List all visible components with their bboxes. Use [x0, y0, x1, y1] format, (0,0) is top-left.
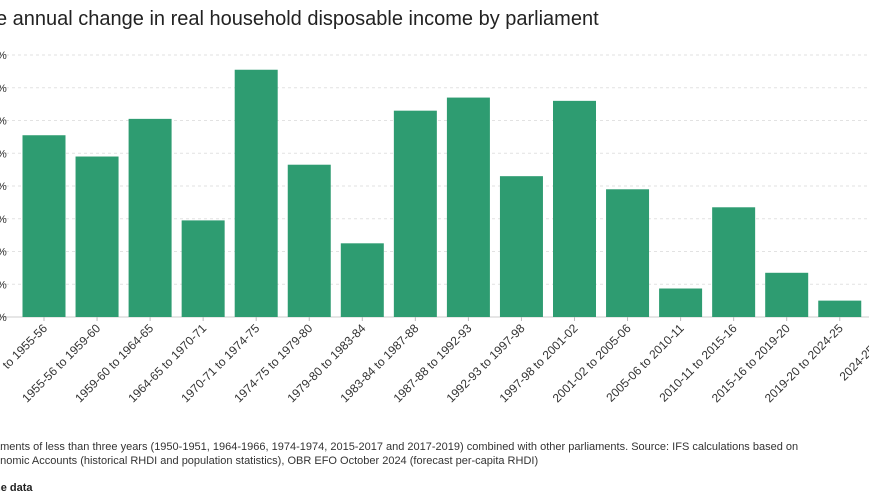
- bar: [499, 176, 543, 317]
- bar: [340, 243, 384, 317]
- y-tick-label: %: [0, 214, 7, 226]
- bar: [393, 110, 437, 317]
- x-tick-label: to 1955-56: [0, 321, 50, 372]
- bar: [446, 97, 490, 317]
- bar: [553, 100, 596, 317]
- bar: [234, 69, 278, 317]
- bar: [659, 288, 703, 317]
- bar: [287, 164, 331, 317]
- y-tick-label: %: [0, 181, 7, 193]
- bar: [818, 300, 862, 317]
- chart-title: e annual change in real household dispos…: [0, 8, 599, 30]
- chart-footnote: aments of less than three years (1950-19…: [0, 440, 869, 468]
- footnote-line-2: onomic Accounts (historical RHDI and pop…: [0, 455, 539, 467]
- bar: [22, 135, 66, 317]
- bar: [181, 220, 225, 317]
- y-tick-label: %: [0, 247, 7, 259]
- get-data-link[interactable]: he data: [0, 482, 33, 494]
- bar: [606, 189, 650, 317]
- y-tick-label: %: [0, 279, 7, 291]
- footnote-line-1: aments of less than three years (1950-19…: [0, 441, 799, 453]
- y-tick-label: %: [0, 148, 7, 160]
- bar: [712, 207, 756, 317]
- bar: [128, 118, 172, 317]
- bar: [765, 272, 809, 317]
- y-tick-label: %: [0, 83, 7, 95]
- bar: [75, 156, 119, 317]
- y-tick-label: %: [0, 50, 7, 62]
- y-tick-label: %: [0, 116, 7, 128]
- y-tick-label: %: [0, 312, 7, 324]
